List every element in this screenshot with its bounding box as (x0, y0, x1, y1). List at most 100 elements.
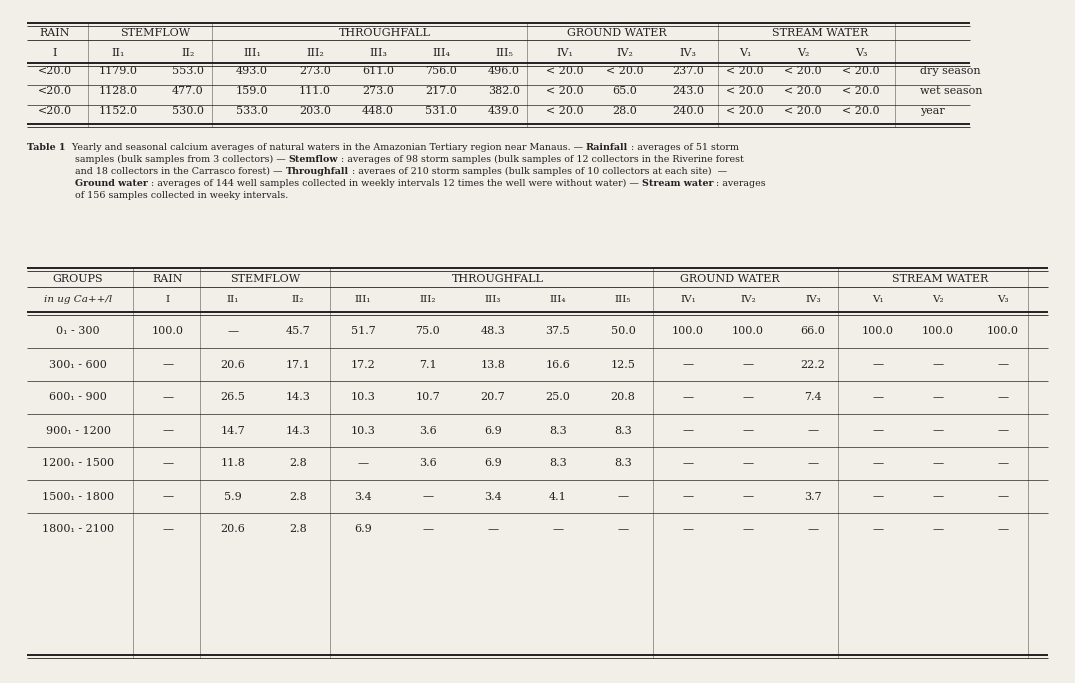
Text: V₁: V₁ (739, 48, 751, 58)
Text: Stream water: Stream water (642, 179, 713, 188)
Text: < 20.0: < 20.0 (727, 66, 764, 76)
Text: GROUND WATER: GROUND WATER (568, 28, 666, 38)
Text: 4.1: 4.1 (549, 492, 567, 501)
Text: 26.5: 26.5 (220, 393, 245, 402)
Text: 203.0: 203.0 (299, 106, 331, 116)
Text: < 20.0: < 20.0 (546, 66, 584, 76)
Text: 17.2: 17.2 (350, 359, 375, 370)
Text: < 20.0: < 20.0 (546, 106, 584, 116)
Text: 530.0: 530.0 (172, 106, 204, 116)
Text: —: — (487, 525, 499, 535)
Text: —: — (807, 525, 818, 535)
Text: 0₁ - 300: 0₁ - 300 (56, 326, 100, 337)
Text: V₃: V₃ (998, 296, 1008, 305)
Text: 2.8: 2.8 (289, 525, 306, 535)
Text: 14.7: 14.7 (220, 426, 245, 436)
Text: 1179.0: 1179.0 (99, 66, 138, 76)
Text: —: — (873, 525, 884, 535)
Text: IV₂: IV₂ (617, 48, 633, 58)
Text: IV₃: IV₃ (679, 48, 697, 58)
Text: 20.8: 20.8 (611, 393, 635, 402)
Text: IV₁: IV₁ (557, 48, 573, 58)
Text: Yearly and seasonal calcium averages of natural waters in the Amazonian Tertiary: Yearly and seasonal calcium averages of … (66, 143, 586, 152)
Text: 3.4: 3.4 (354, 492, 372, 501)
Text: : averages of 51 storm: : averages of 51 storm (628, 143, 739, 152)
Text: STREAM WATER: STREAM WATER (772, 28, 869, 38)
Text: Stemflow: Stemflow (289, 155, 339, 164)
Text: —: — (998, 492, 1008, 501)
Text: 3.4: 3.4 (484, 492, 502, 501)
Text: Rainfall: Rainfall (586, 143, 628, 152)
Text: III₂: III₂ (419, 296, 436, 305)
Text: < 20.0: < 20.0 (842, 66, 879, 76)
Text: —: — (998, 359, 1008, 370)
Text: 1200₁ - 1500: 1200₁ - 1500 (42, 458, 114, 469)
Text: —: — (162, 492, 173, 501)
Text: —: — (683, 359, 693, 370)
Text: < 20.0: < 20.0 (784, 86, 821, 96)
Text: III₄: III₄ (549, 296, 567, 305)
Text: 1800₁ - 2100: 1800₁ - 2100 (42, 525, 114, 535)
Text: —: — (617, 525, 629, 535)
Text: Throughfall: Throughfall (286, 167, 348, 176)
Text: —: — (162, 458, 173, 469)
Text: 237.0: 237.0 (672, 66, 704, 76)
Text: —: — (743, 393, 754, 402)
Text: 14.3: 14.3 (286, 426, 311, 436)
Text: 10.3: 10.3 (350, 426, 375, 436)
Text: —: — (932, 426, 944, 436)
Text: 382.0: 382.0 (488, 86, 520, 96)
Text: 65.0: 65.0 (613, 86, 637, 96)
Text: —: — (743, 458, 754, 469)
Text: —: — (873, 359, 884, 370)
Text: —: — (873, 426, 884, 436)
Text: 448.0: 448.0 (362, 106, 395, 116)
Text: —: — (228, 326, 239, 337)
Text: 439.0: 439.0 (488, 106, 520, 116)
Text: < 20.0: < 20.0 (727, 106, 764, 116)
Text: 6.9: 6.9 (484, 458, 502, 469)
Text: 3.7: 3.7 (804, 492, 821, 501)
Text: < 20.0: < 20.0 (606, 66, 644, 76)
Text: —: — (357, 458, 369, 469)
Text: —: — (162, 359, 173, 370)
Text: 3.6: 3.6 (419, 458, 436, 469)
Text: 2.8: 2.8 (289, 458, 306, 469)
Text: 45.7: 45.7 (286, 326, 311, 337)
Text: 533.0: 533.0 (236, 106, 268, 116)
Text: < 20.0: < 20.0 (842, 106, 879, 116)
Text: : averaes of 210 storm samples (bulk samples of 10 collectors at each site)  —: : averaes of 210 storm samples (bulk sam… (348, 167, 727, 176)
Text: IV₃: IV₃ (805, 296, 821, 305)
Text: II₂: II₂ (182, 48, 195, 58)
Text: —: — (873, 393, 884, 402)
Text: 37.5: 37.5 (546, 326, 571, 337)
Text: —: — (932, 492, 944, 501)
Text: wet season: wet season (920, 86, 983, 96)
Text: GROUPS: GROUPS (53, 274, 103, 284)
Text: THROUGHFALL: THROUGHFALL (339, 28, 431, 38)
Text: —: — (873, 492, 884, 501)
Text: 611.0: 611.0 (362, 66, 395, 76)
Text: of 156 samples collected in weeky intervals.: of 156 samples collected in weeky interv… (75, 191, 288, 200)
Text: 493.0: 493.0 (236, 66, 268, 76)
Text: III₂: III₂ (306, 48, 324, 58)
Text: 22.2: 22.2 (801, 359, 826, 370)
Text: THROUGHFALL: THROUGHFALL (453, 274, 544, 284)
Text: 7.1: 7.1 (419, 359, 436, 370)
Text: Table 1: Table 1 (27, 143, 66, 152)
Text: —: — (683, 393, 693, 402)
Text: 14.3: 14.3 (286, 393, 311, 402)
Text: < 20.0: < 20.0 (784, 66, 821, 76)
Text: STEMFLOW: STEMFLOW (230, 274, 300, 284)
Text: 100.0: 100.0 (862, 326, 894, 337)
Text: —: — (743, 525, 754, 535)
Text: 1128.0: 1128.0 (99, 86, 138, 96)
Text: III₁: III₁ (355, 296, 371, 305)
Text: 16.6: 16.6 (546, 359, 571, 370)
Text: <20.0: <20.0 (38, 106, 72, 116)
Text: 477.0: 477.0 (172, 86, 204, 96)
Text: 111.0: 111.0 (299, 86, 331, 96)
Text: Ground water: Ground water (75, 179, 148, 188)
Text: IV₁: IV₁ (680, 296, 696, 305)
Text: II₂: II₂ (291, 296, 304, 305)
